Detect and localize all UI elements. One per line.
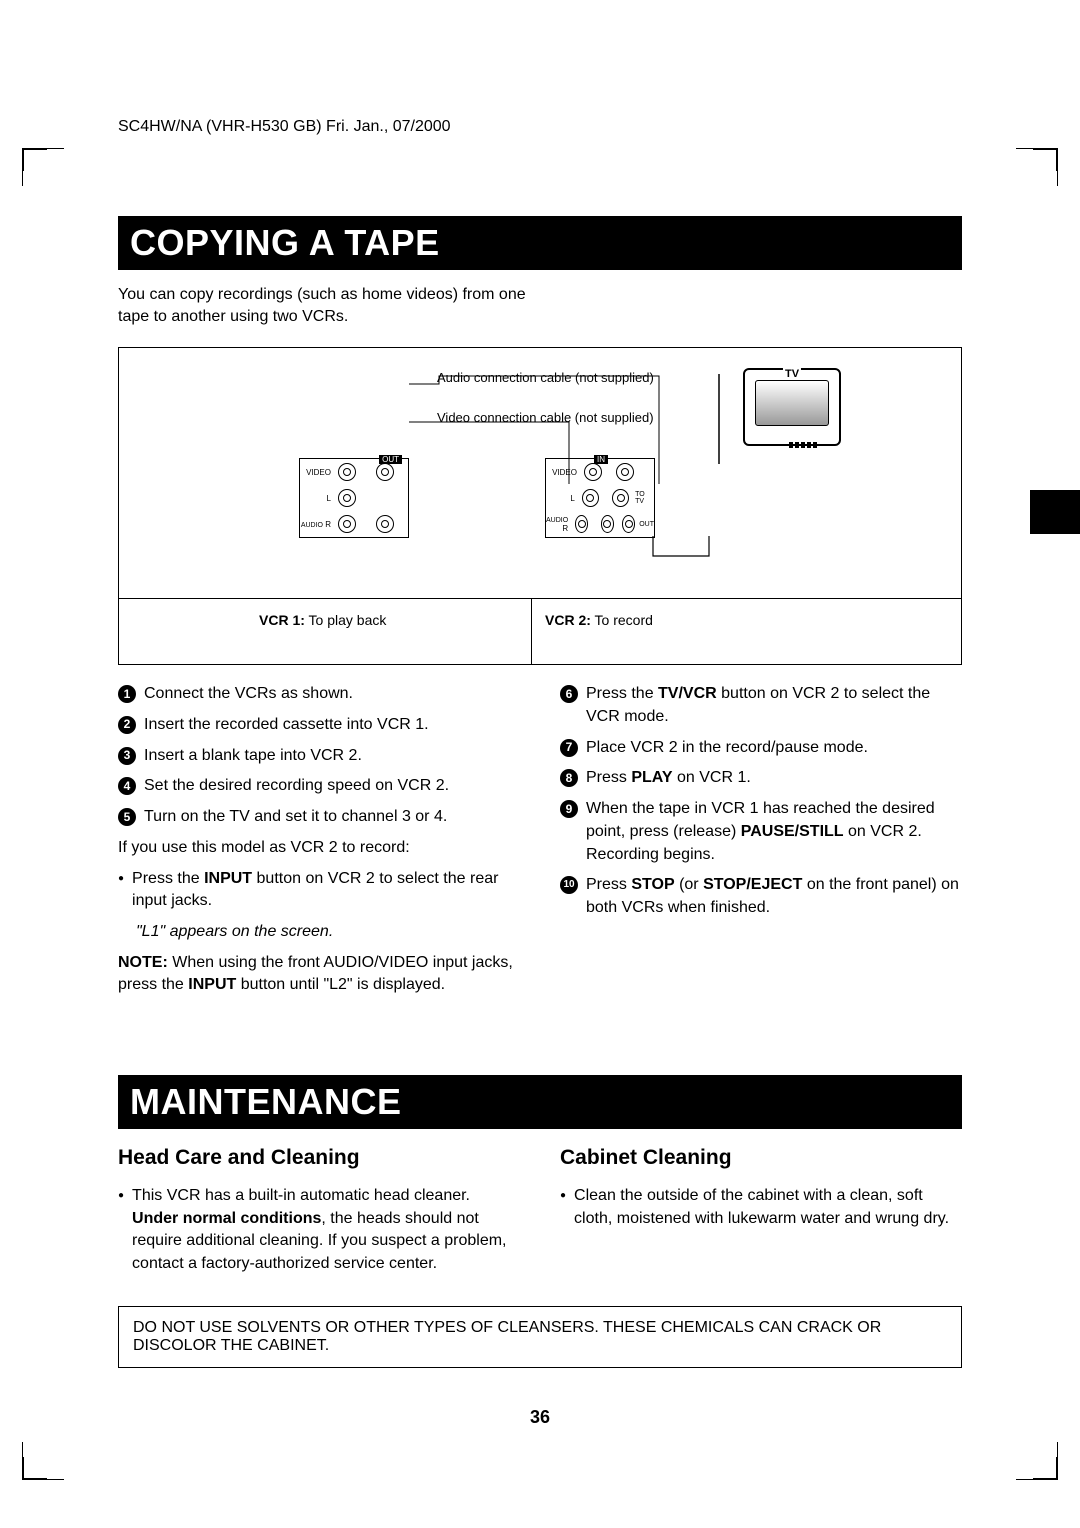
tv-icon: TV [743,368,841,446]
step-num-9: 9 [560,800,578,818]
vcr1-block: OUT VIDEO L AUDIO R [299,458,409,538]
step-8: Press PLAY on VCR 1. [586,767,751,790]
step-num-8: 8 [560,769,578,787]
crop-mark-bl [22,1442,64,1480]
page-number: 36 [530,1407,550,1428]
to-tv-label: TO TV [635,491,654,505]
in-label: IN [594,455,608,464]
step-9: When the tape in VCR 1 has reached the d… [586,798,962,866]
connection-diagram: Audio connection cable (not supplied) Vi… [118,347,962,665]
head-care-bullet: This VCR has a built-in automatic head c… [118,1185,520,1276]
step-10: Press STOP (or STOP/EJECT on the front p… [586,874,962,919]
step-num-7: 7 [560,739,578,757]
cabinet-bullet: Clean the outside of the cabinet with a … [560,1185,962,1230]
step-num-4: 4 [118,777,136,795]
note-line: NOTE: When using the front AUDIO/VIDEO i… [118,952,520,997]
out-label: OUT [379,455,402,464]
step-num-2: 2 [118,716,136,734]
jack-video-label: VIDEO [300,468,334,477]
step-num-10: 10 [560,876,578,894]
head-care-column: Head Care and Cleaning This VCR has a bu… [118,1143,520,1284]
cabinet-heading: Cabinet Cleaning [560,1143,962,1173]
step-3: Insert a blank tape into VCR 2. [144,745,362,768]
step-6: Press the TV/VCR button on VCR 2 to sele… [586,683,962,728]
video-cable-label: Video connection cable (not supplied) [437,410,654,427]
step-1: Connect the VCRs as shown. [144,683,353,706]
tv-label: TV [783,368,801,380]
crop-mark-tr [1016,148,1058,186]
jack-r-label-2: AUDIO R [546,515,571,533]
steps-right-column: 6 Press the TV/VCR button on VCR 2 to sel… [560,683,962,1005]
section-title-maintenance: MAINTENANCE [118,1075,962,1129]
jack-l-label: L [300,494,334,503]
input-bullet: Press the INPUT button on VCR 2 to selec… [118,868,520,913]
out-label-2: OUT [639,521,654,528]
vcr2-block: IN VIDEO L TO TV AUDIO R OUT [545,458,655,538]
vcr2-caption: VCR 2: To record [545,612,653,628]
step-5: Turn on the TV and set it to channel 3 o… [144,806,447,829]
step-num-6: 6 [560,685,578,703]
crop-mark-tl [22,148,64,186]
l1-note: "L1" appears on the screen. [136,921,520,944]
jack-l-label-2: L [546,494,578,503]
step-num-3: 3 [118,747,136,765]
jack-r-label: AUDIO R [300,520,334,529]
audio-cable-label: Audio connection cable (not supplied) [437,370,654,387]
step-4: Set the desired recording speed on VCR 2… [144,775,449,798]
vcr2-to-tv-line [649,536,739,596]
step-7: Place VCR 2 in the record/pause mode. [586,737,868,760]
intro-text: You can copy recordings (such as home vi… [118,284,558,327]
vcr2-sub: If you use this model as VCR 2 to record… [118,837,520,860]
cabinet-column: Cabinet Cleaning Clean the outside of th… [560,1143,962,1284]
step-2: Insert the recorded cassette into VCR 1. [144,714,429,737]
diagram-vdivider [531,598,532,664]
steps-left-column: 1 Connect the VCRs as shown. 2 Insert the … [118,683,520,1005]
crop-mark-br [1016,1442,1058,1480]
solvent-warning: DO NOT USE SOLVENTS OR OTHER TYPES OF CL… [118,1306,962,1368]
section-title-copying: COPYING A TAPE [118,216,962,270]
vcr1-caption: VCR 1: To play back [259,612,386,628]
jack-video-label-2: VIDEO [546,468,580,477]
step-num-5: 5 [118,808,136,826]
tab-marker [1030,490,1080,534]
step-num-1: 1 [118,685,136,703]
head-care-heading: Head Care and Cleaning [118,1143,520,1173]
diagram-divider [119,598,961,599]
doc-header: SC4HW/NA (VHR-H530 GB) Fri. Jan., 07/200… [118,118,962,136]
